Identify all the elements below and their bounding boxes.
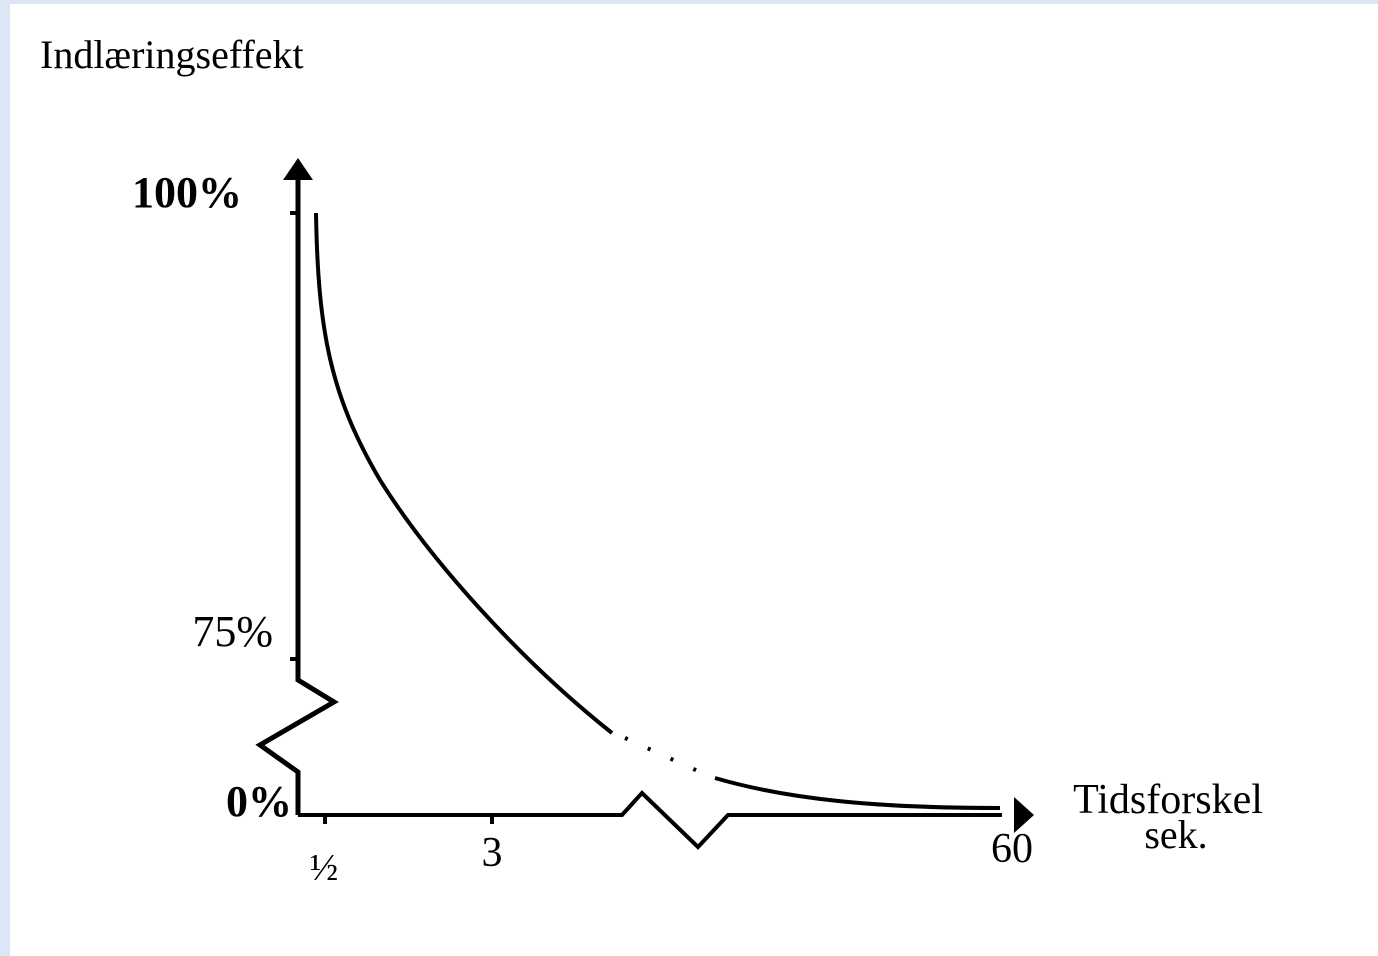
series-line-solid [314,212,614,735]
x-axis-line [298,790,1002,850]
x-tick-label-3: 3 [482,830,503,876]
series-line-tail [714,776,1001,810]
y-tick-label-0: 0% [226,777,292,826]
series-line-dotted [624,736,701,774]
y-tick-label-100: 100% [132,168,242,217]
x-axis-arrowhead [1014,797,1034,833]
x-tick-label-60: 60 [991,826,1033,872]
series-layer [314,212,1001,810]
x-axis-title-line1: Tidsforskel [1073,777,1263,823]
y-axis-arrowhead [283,158,313,180]
y-tick-label-75: 75% [192,607,273,656]
frame-left-edge [0,0,10,956]
y-axis-line [255,178,339,815]
y-axis-title: Indlæringseffekt [40,32,304,77]
frame-top-edge [0,0,1378,4]
x-tick-label-half: ½ [310,847,339,889]
x-axis-title-line2: sek. [1144,812,1207,857]
